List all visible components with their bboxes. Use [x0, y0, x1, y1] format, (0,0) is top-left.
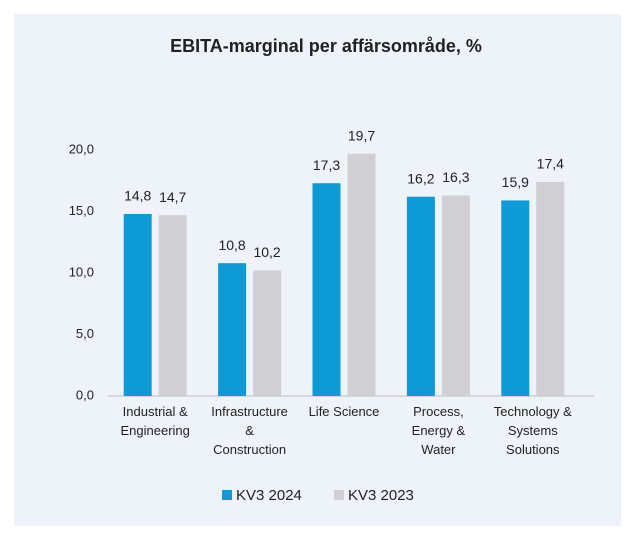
- data-label: 19,7: [348, 127, 375, 143]
- data-label: 17,4: [537, 156, 564, 172]
- data-label: 16,2: [407, 170, 434, 186]
- legend-swatch: [334, 490, 344, 500]
- bar: [347, 153, 376, 396]
- y-tick-label: 20,0: [69, 141, 94, 156]
- data-label: 10,2: [253, 244, 280, 260]
- bar: [253, 270, 282, 396]
- y-tick-label: 10,0: [69, 264, 94, 279]
- data-label: 14,7: [159, 189, 186, 205]
- data-label: 17,3: [313, 157, 340, 173]
- bar: [441, 195, 470, 396]
- bar: [501, 200, 530, 396]
- legend-label: KV3 2023: [348, 487, 414, 504]
- y-tick-label: 15,0: [69, 203, 94, 218]
- y-tick-label: 0,0: [76, 387, 94, 402]
- y-tick-label: 5,0: [76, 326, 94, 341]
- data-label: 14,8: [124, 188, 151, 204]
- data-label: 16,3: [442, 169, 469, 185]
- legend-label: KV3 2024: [236, 487, 302, 504]
- x-tick-label: Technology & Systems Solutions: [494, 404, 572, 457]
- x-tick-label: Process, Energy & Water: [412, 404, 466, 457]
- bar: [218, 263, 247, 396]
- legend-swatch: [222, 490, 232, 500]
- bar: [406, 196, 435, 396]
- x-tick-label: Industrial & Engineering: [121, 404, 190, 438]
- data-label: 15,9: [502, 174, 529, 190]
- x-tick-label: Life Science: [309, 404, 380, 419]
- bar: [312, 183, 341, 396]
- bar: [123, 213, 152, 396]
- chart-title: EBITA-marginal per affärsområde, %: [170, 36, 482, 56]
- data-label: 10,8: [218, 237, 245, 253]
- bar: [158, 215, 187, 396]
- x-tick-label: Infrastructure & Construction: [211, 404, 288, 457]
- bar: [536, 181, 565, 396]
